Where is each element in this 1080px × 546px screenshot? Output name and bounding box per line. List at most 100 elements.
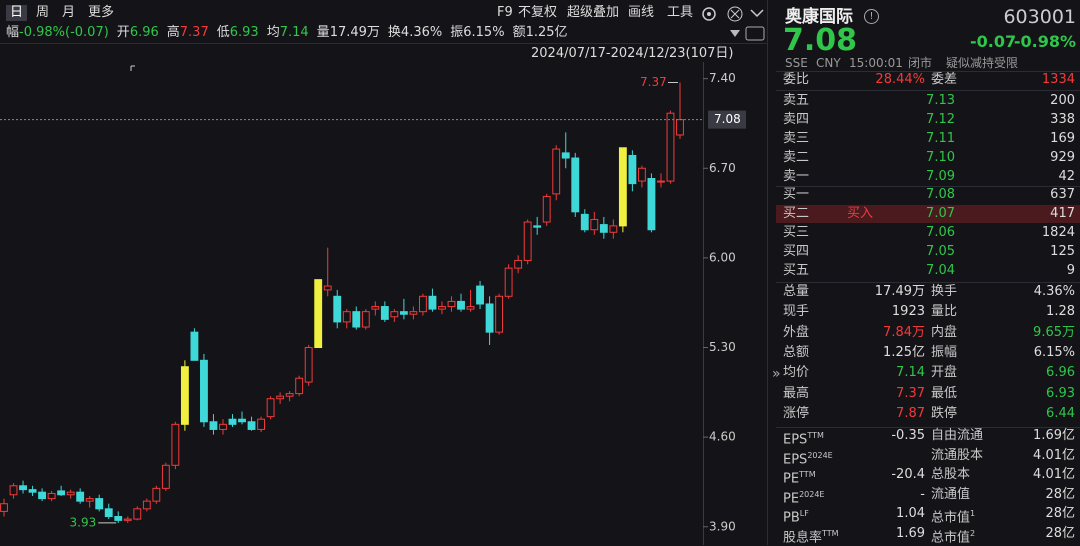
- chart-bg: [0, 0, 768, 545]
- high-label: 7.37: [640, 75, 667, 89]
- field-label-sup: LF: [799, 509, 809, 519]
- row-divider: [776, 282, 1080, 283]
- candle-body: [314, 279, 323, 349]
- candle-body: [285, 393, 294, 397]
- stat-label: 幅: [6, 25, 20, 40]
- book-price: 7.04: [926, 263, 955, 278]
- field-label-sup: TTM: [799, 470, 816, 480]
- row-divider: [776, 90, 1080, 91]
- weibi-label: 委差: [931, 72, 958, 87]
- candle-body: [9, 485, 18, 496]
- field-label-text: 量比: [931, 304, 958, 320]
- candle-body: [152, 487, 161, 502]
- candle-body: [657, 180, 665, 183]
- field-label-text: PE: [783, 491, 800, 507]
- period-tab[interactable]: 更多: [88, 5, 115, 20]
- candle-body: [323, 285, 332, 291]
- candle-body: [533, 225, 542, 228]
- candle-body: [161, 464, 170, 489]
- candle-body: [580, 213, 589, 231]
- buy-tag[interactable]: 买入: [847, 206, 874, 221]
- candle-body: [542, 195, 551, 223]
- field-label-text: 股息率: [783, 530, 823, 546]
- candle-body: [0, 503, 8, 512]
- field-label-sup: TTM: [807, 431, 824, 440]
- candle-body: [238, 418, 246, 423]
- candle-body: [438, 306, 446, 310]
- last-price-label: 7.08: [714, 112, 741, 126]
- stat-value: 6.93: [229, 25, 259, 40]
- tool-button[interactable]: F9: [497, 5, 513, 20]
- book-price: 7.09: [926, 169, 955, 184]
- period-tab[interactable]: 周: [36, 5, 50, 20]
- stat-value: -0.98%(-0.07): [19, 25, 109, 40]
- field-label: 最高: [783, 386, 809, 402]
- field-label-text: 流通股本: [931, 447, 984, 463]
- candle-body: [228, 418, 237, 425]
- field-label-text: 总市值: [931, 510, 971, 526]
- candle-body: [142, 500, 151, 510]
- stock-name: 奥康国际: [785, 7, 853, 27]
- candle-body: [200, 359, 208, 423]
- candle-body: [666, 112, 675, 182]
- field-label-text: 开盘: [931, 365, 958, 381]
- field-label-text: 最高: [783, 385, 810, 401]
- stat-label: 换: [387, 25, 401, 40]
- book-volume: 200: [1050, 93, 1075, 108]
- field-value: 6.96: [1046, 365, 1075, 381]
- candle-body: [180, 366, 189, 425]
- field-value: 7.37: [896, 385, 925, 401]
- period-tab[interactable]: 月: [62, 5, 76, 20]
- field-label: 总市值2: [931, 526, 975, 546]
- stat-label: 高: [166, 25, 180, 40]
- book-price: 7.13: [926, 93, 955, 108]
- tool-button[interactable]: 不复权: [518, 5, 558, 20]
- candle-body: [590, 218, 599, 231]
- field-value: 7.87: [896, 405, 925, 421]
- candle-body: [476, 285, 484, 305]
- range-dropdown[interactable]: [730, 30, 740, 37]
- collapse-icon[interactable]: [750, 9, 764, 18]
- field-value: 1923: [891, 304, 925, 320]
- tool-button[interactable]: 画线: [628, 5, 655, 20]
- field-value: 7.84万: [883, 324, 925, 340]
- candle-body: [609, 225, 618, 233]
- candle-body: [266, 398, 275, 418]
- price-change: -0.07: [970, 32, 1017, 51]
- field-value: -: [920, 486, 925, 502]
- field-value: 1.28: [1046, 304, 1075, 320]
- settings-icon[interactable]: [702, 7, 716, 21]
- y-tick-label: 3.90: [709, 519, 736, 533]
- book-label: 卖一: [783, 169, 810, 184]
- candle-body: [390, 311, 399, 318]
- tool-button[interactable]: 超级叠加: [567, 5, 620, 20]
- expand-toggle[interactable]: »: [772, 366, 781, 382]
- candle-body: [371, 306, 380, 310]
- book-volume: 169: [1050, 131, 1075, 146]
- wp-icon[interactable]: [745, 26, 765, 41]
- candle-body: [485, 303, 494, 333]
- candle-body: [599, 224, 608, 233]
- stat-value: 17.49万: [329, 25, 380, 40]
- candle-body: [28, 489, 37, 493]
- book-label: 买五: [783, 263, 810, 278]
- tool-button[interactable]: 工具: [667, 5, 694, 20]
- info-icon[interactable]: !: [864, 9, 879, 24]
- quote-meta: 疑似减持受限: [946, 56, 1019, 70]
- candle-body: [618, 147, 627, 227]
- close-icon[interactable]: [727, 6, 743, 22]
- field-label-sup: TTM: [822, 529, 839, 538]
- candle-body: [114, 516, 123, 521]
- field-label-sup: 1: [970, 509, 976, 519]
- y-tick-label: 6.00: [709, 250, 736, 264]
- candle-body: [342, 311, 351, 323]
- candle-body: [219, 423, 227, 430]
- field-label: 最低: [931, 386, 957, 402]
- period-tab[interactable]: 日: [6, 5, 28, 21]
- field-value: -20.4: [891, 467, 925, 483]
- candle-body: [647, 178, 656, 231]
- field-label: 股息率TTM: [783, 526, 839, 546]
- field-label: PE2024E: [783, 487, 824, 507]
- field-label-text: 内盘: [931, 324, 958, 340]
